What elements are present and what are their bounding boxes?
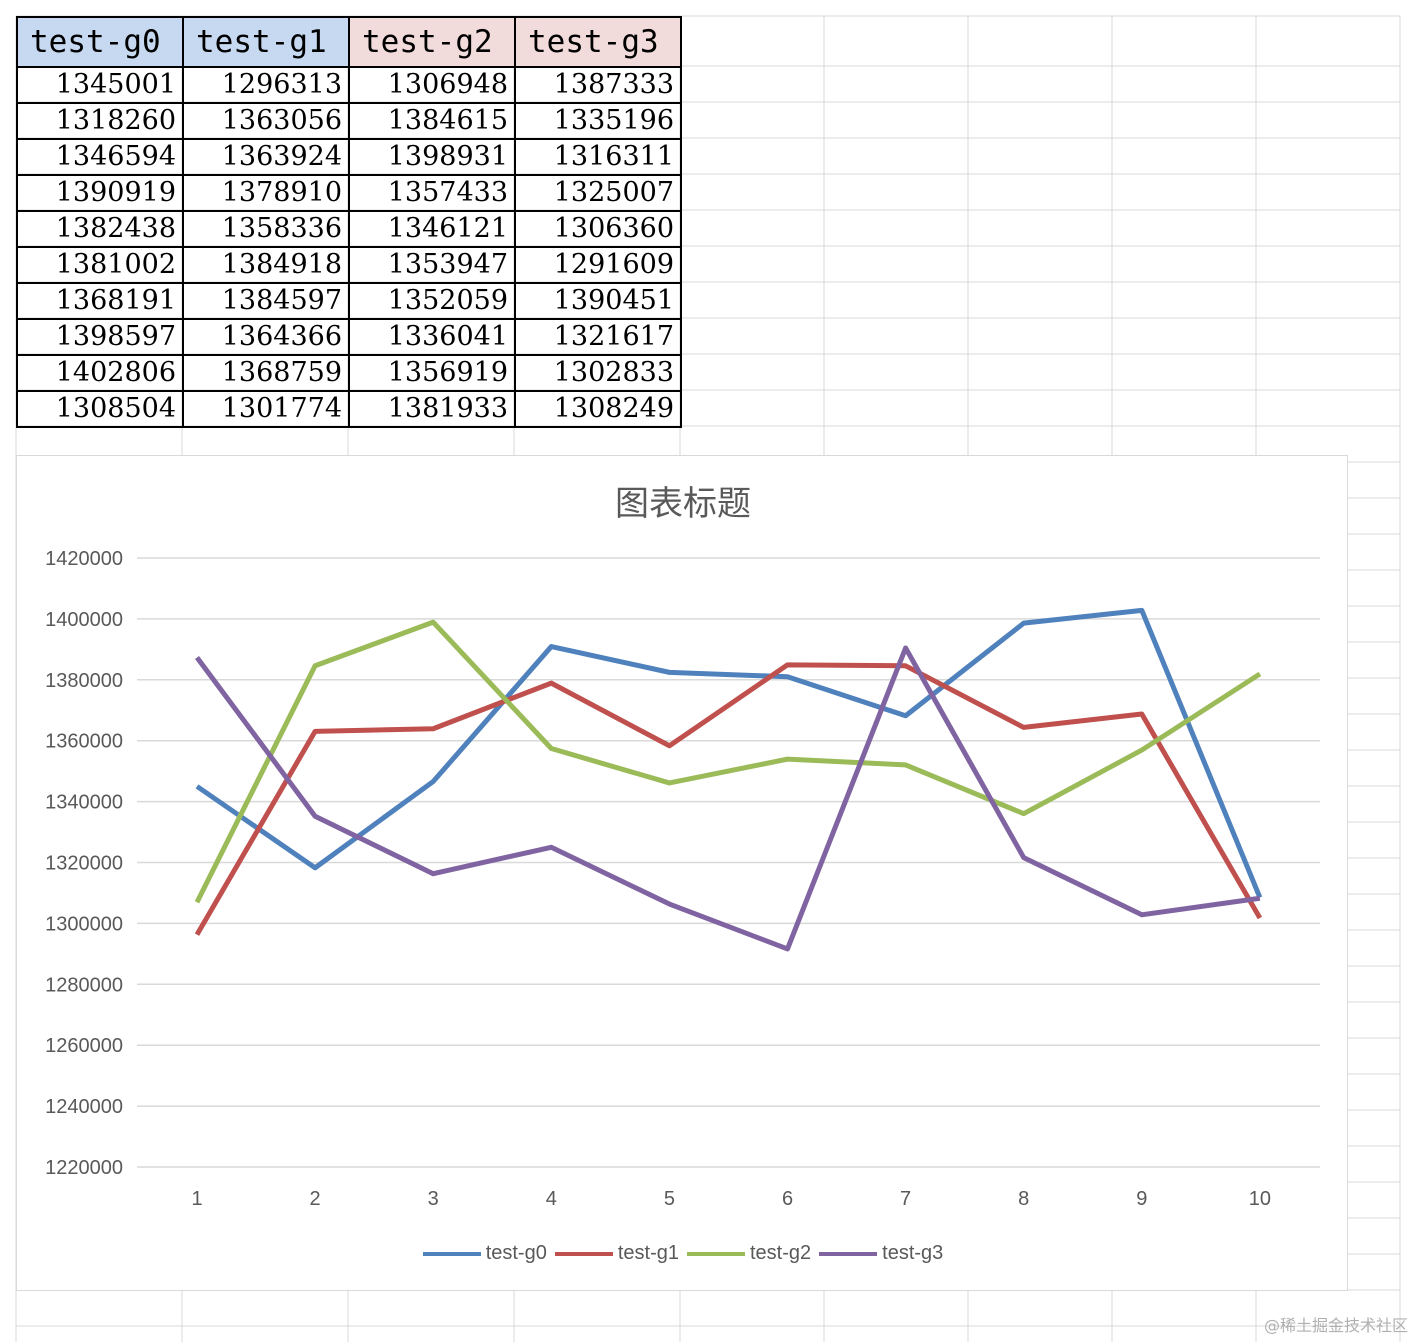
table-row: 1368191 1384597 1352059 1390451 xyxy=(16,282,682,320)
series-line-test-g0[interactable] xyxy=(195,607,1263,899)
table-cell[interactable]: 1398597 xyxy=(16,318,184,356)
table-row: 1390919 1378910 1357433 1325007 xyxy=(16,174,682,212)
header-cell-test-g0[interactable]: test-g0 xyxy=(16,16,184,68)
watermark: @稀土掘金技术社区 xyxy=(1263,1316,1408,1335)
y-tick-label: 1240000 xyxy=(45,1096,123,1118)
table-cell[interactable]: 1325007 xyxy=(514,174,682,212)
table-row: 1398597 1364366 1336041 1321617 xyxy=(16,318,682,356)
table-cell[interactable]: 1381002 xyxy=(16,246,184,284)
legend-item-test-g1[interactable]: test-g1 xyxy=(554,1242,679,1265)
x-tick-label: 1 xyxy=(191,1188,202,1210)
table-cell[interactable]: 1357433 xyxy=(348,174,516,212)
table-cell[interactable]: 1384597 xyxy=(182,282,350,320)
series-line-test-g2[interactable] xyxy=(194,619,1262,904)
table-row: 1345001 1296313 1306948 1387333 xyxy=(16,66,682,104)
y-tick-label: 1260000 xyxy=(45,1035,123,1057)
legend-label: test-g0 xyxy=(485,1242,547,1264)
table-cell[interactable]: 1306948 xyxy=(348,66,516,104)
chart-legend[interactable]: test-g0 test-g1 test-g2 test-g3 xyxy=(17,1242,1349,1265)
x-tick-label: 7 xyxy=(900,1188,911,1210)
table-cell[interactable]: 1381933 xyxy=(348,390,516,428)
header-cell-test-g3[interactable]: test-g3 xyxy=(514,16,682,68)
table-cell[interactable]: 1358336 xyxy=(182,210,350,248)
header-cell-test-g2[interactable]: test-g2 xyxy=(348,16,516,68)
legend-swatch xyxy=(422,1251,481,1256)
table-row: 1308504 1301774 1381933 1308249 xyxy=(16,390,682,428)
table-cell[interactable]: 1321617 xyxy=(514,318,682,356)
x-tick-label: 8 xyxy=(1018,1188,1029,1210)
table-cell[interactable]: 1390451 xyxy=(514,282,682,320)
table-cell[interactable]: 1363924 xyxy=(182,138,350,176)
y-tick-label: 1320000 xyxy=(45,853,123,875)
table-cell[interactable]: 1363056 xyxy=(182,102,350,140)
table-row: 1402806 1368759 1356919 1302833 xyxy=(16,354,682,392)
table-cell[interactable]: 1316311 xyxy=(514,138,682,176)
line-chart[interactable]: 图表标题 1220000 1240000 1260000 1280000 1300000… xyxy=(16,455,1348,1291)
table-cell[interactable]: 1387333 xyxy=(514,66,682,104)
x-tick-label: 3 xyxy=(428,1188,439,1210)
table-cell[interactable]: 1382438 xyxy=(16,210,184,248)
legend-swatch xyxy=(819,1251,878,1256)
table-cell[interactable]: 1336041 xyxy=(348,318,516,356)
y-tick-label: 1420000 xyxy=(45,548,123,570)
legend-label: test-g2 xyxy=(750,1242,812,1264)
y-tick-label: 1220000 xyxy=(45,1157,123,1179)
x-tick-label: 4 xyxy=(546,1188,557,1210)
table-cell[interactable]: 1346594 xyxy=(16,138,184,176)
table-cell[interactable]: 1335196 xyxy=(514,102,682,140)
table-cell[interactable]: 1352059 xyxy=(348,282,516,320)
table-cell[interactable]: 1301774 xyxy=(182,390,350,428)
table-cell[interactable]: 1384615 xyxy=(348,102,516,140)
table-cell[interactable]: 1398931 xyxy=(348,138,516,176)
table-cell[interactable]: 1368191 xyxy=(16,282,184,320)
data-table: test-g0 test-g1 test-g2 test-g3 1345001 1… xyxy=(16,16,682,428)
series-line-test-g3[interactable] xyxy=(194,645,1261,952)
table-cell[interactable]: 1353947 xyxy=(348,246,516,284)
table-row: 1318260 1363056 1384615 1335196 xyxy=(16,102,682,140)
table-cell[interactable]: 1345001 xyxy=(16,66,184,104)
table-cell[interactable]: 1378910 xyxy=(182,174,350,212)
table-cell[interactable]: 1302833 xyxy=(514,354,682,392)
x-tick-label: 10 xyxy=(1249,1188,1271,1210)
table-cell[interactable]: 1402806 xyxy=(16,354,184,392)
table-cell[interactable]: 1368759 xyxy=(182,354,350,392)
table-cell[interactable]: 1291609 xyxy=(514,246,682,284)
legend-label: test-g1 xyxy=(617,1242,679,1264)
legend-item-test-g2[interactable]: test-g2 xyxy=(687,1242,811,1265)
y-tick-label: 1380000 xyxy=(45,670,123,692)
legend-swatch xyxy=(554,1251,613,1256)
legend-item-test-g3[interactable]: test-g3 xyxy=(819,1242,943,1265)
x-tick-label: 9 xyxy=(1136,1188,1147,1210)
header-cell-test-g1[interactable]: test-g1 xyxy=(182,16,350,68)
table-cell[interactable]: 1308504 xyxy=(16,390,184,428)
y-tick-label: 1340000 xyxy=(45,792,123,814)
table-cell[interactable]: 1384918 xyxy=(182,246,350,284)
table-cell[interactable]: 1364366 xyxy=(182,318,350,356)
y-tick-label: 1300000 xyxy=(45,913,123,935)
table-row: 1382438 1358336 1346121 1306360 xyxy=(16,210,682,248)
legend-swatch xyxy=(687,1251,745,1256)
y-tick-label: 1280000 xyxy=(45,974,123,996)
legend-item-test-g0[interactable]: test-g0 xyxy=(422,1242,547,1265)
table-cell[interactable]: 1356919 xyxy=(348,354,516,392)
y-tick-label: 1360000 xyxy=(45,731,123,753)
table-row: 1381002 1384918 1353947 1291609 xyxy=(16,246,682,284)
series-line-test-g1[interactable] xyxy=(194,662,1263,936)
chart-plot: 1220000 1240000 1260000 1280000 1300000 13200… xyxy=(45,548,1320,1210)
x-tick-label: 2 xyxy=(310,1188,321,1210)
table-cell[interactable]: 1346121 xyxy=(348,210,516,248)
table-cell[interactable]: 1306360 xyxy=(514,210,682,248)
x-tick-label: 5 xyxy=(664,1188,675,1210)
legend-label: test-g3 xyxy=(882,1242,944,1264)
table-row: 1346594 1363924 1398931 1316311 xyxy=(16,138,682,176)
table-header-row: test-g0 test-g1 test-g2 test-g3 xyxy=(16,16,682,68)
table-cell[interactable]: 1308249 xyxy=(514,390,682,428)
table-cell[interactable]: 1390919 xyxy=(16,174,184,212)
x-tick-label: 6 xyxy=(782,1188,793,1210)
table-cell[interactable]: 1296313 xyxy=(182,66,350,104)
table-cell[interactable]: 1318260 xyxy=(16,102,184,140)
chart-title[interactable]: 图表标题 xyxy=(615,484,751,524)
y-tick-label: 1400000 xyxy=(45,609,123,631)
